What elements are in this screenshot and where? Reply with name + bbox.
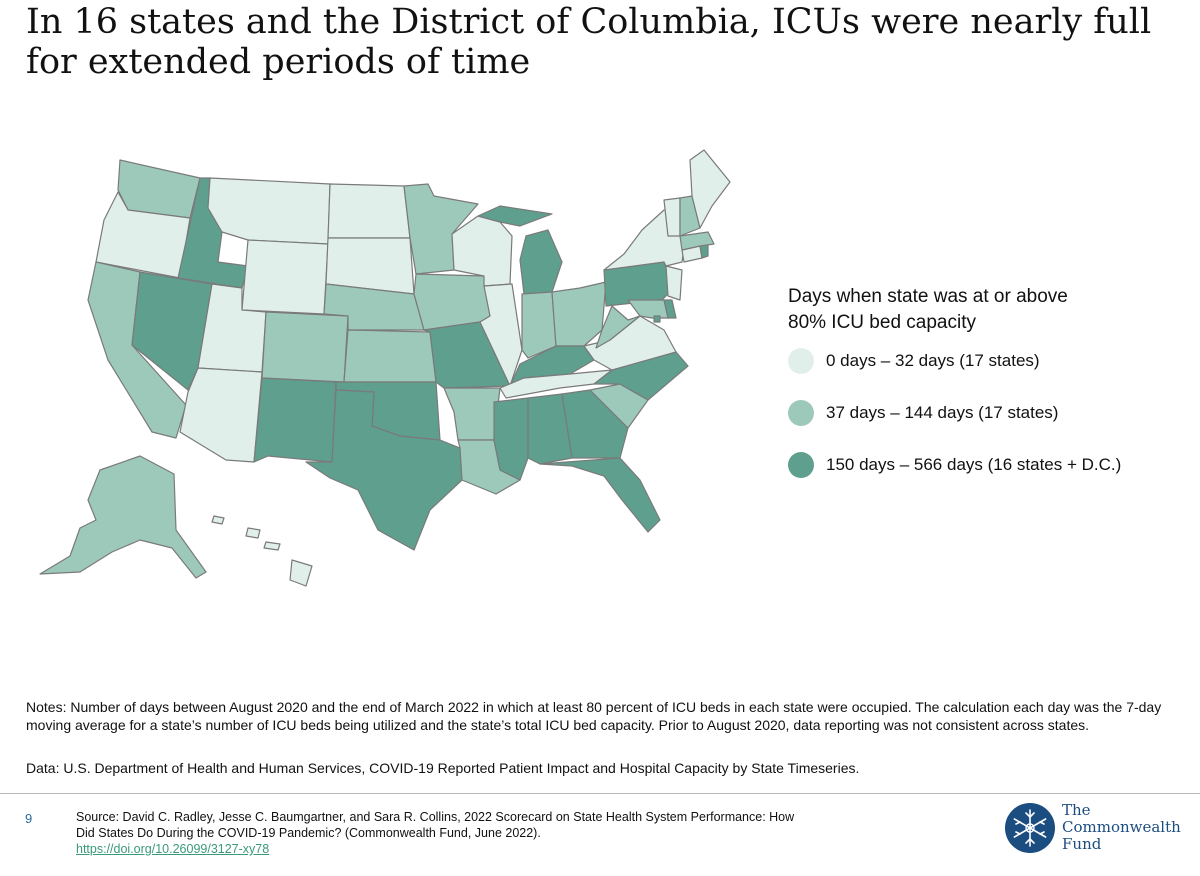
state-DC[interactable] — [653, 315, 661, 323]
logo-wordmark: The Commonwealth Fund — [1062, 802, 1181, 853]
legend-item-mid: 37 days – 144 days (17 states) — [788, 400, 1188, 426]
map-legend: Days when state was at or above 80% ICU … — [788, 284, 1188, 504]
state-AK[interactable] — [39, 455, 207, 579]
state-AL[interactable] — [527, 393, 573, 465]
logo-line2: Commonwealth — [1062, 818, 1181, 836]
footer-divider — [0, 793, 1200, 794]
page-number: 9 — [25, 811, 33, 826]
state-IL[interactable] — [479, 283, 523, 387]
state-TX[interactable] — [305, 389, 463, 551]
data-source-text: Data: U.S. Department of Health and Huma… — [26, 760, 860, 776]
state-KS[interactable] — [343, 329, 437, 383]
state-FL[interactable] — [539, 457, 661, 533]
legend-label-low: 0 days – 32 days (17 states) — [826, 351, 1040, 370]
legend-swatch-mid — [788, 400, 814, 426]
legend-title-line2: 80% ICU bed capacity — [788, 312, 976, 333]
state-WA[interactable] — [117, 159, 201, 219]
state-DE[interactable] — [663, 299, 677, 319]
state-MT[interactable] — [207, 177, 331, 245]
state-HI[interactable] — [211, 515, 313, 587]
notes-text: Notes: Number of days between August 202… — [26, 699, 1162, 733]
legend-title-line1: Days when state was at or above — [788, 286, 1068, 307]
legend-swatch-low — [788, 348, 814, 374]
legend-item-low: 0 days – 32 days (17 states) — [788, 348, 1188, 374]
legend-item-high: 150 days – 566 days (16 states + D.C.) — [788, 452, 1188, 478]
state-MS[interactable] — [493, 397, 529, 481]
page-title: In 16 states and the District of Columbi… — [26, 2, 1152, 82]
state-ND[interactable] — [327, 183, 411, 239]
state-MD[interactable] — [627, 299, 669, 319]
source-citation: Source: David C. Radley, Jesse C. Baumga… — [76, 809, 796, 857]
state-GA[interactable] — [561, 389, 629, 459]
state-NJ[interactable] — [665, 265, 683, 301]
state-WY[interactable] — [241, 239, 329, 315]
legend-swatch-high — [788, 452, 814, 478]
legend-label-high: 150 days – 566 days (16 states + D.C.) — [826, 455, 1122, 474]
state-OH[interactable] — [551, 281, 607, 347]
state-AZ[interactable] — [179, 367, 263, 463]
logo-line3: Fund — [1062, 835, 1102, 853]
source-text: Source: David C. Radley, Jesse C. Baumga… — [76, 810, 795, 840]
source-doi-link[interactable]: https://doi.org/10.26099/3127-xy78 — [76, 842, 270, 856]
state-CO[interactable] — [261, 311, 349, 383]
state-AR[interactable] — [443, 387, 501, 441]
commonwealth-fund-logo: The Commonwealth Fund — [1004, 802, 1194, 854]
snowflake-logo-icon — [1005, 803, 1055, 853]
logo-line1: The — [1062, 801, 1091, 819]
state-IN[interactable] — [521, 291, 557, 359]
state-MA[interactable] — [679, 231, 715, 251]
state-NM[interactable] — [253, 377, 337, 463]
legend-title: Days when state was at or above 80% ICU … — [788, 284, 1188, 336]
state-ME[interactable] — [689, 149, 731, 229]
us-choropleth-map — [39, 149, 731, 587]
legend-label-mid: 37 days – 144 days (17 states) — [826, 403, 1059, 422]
